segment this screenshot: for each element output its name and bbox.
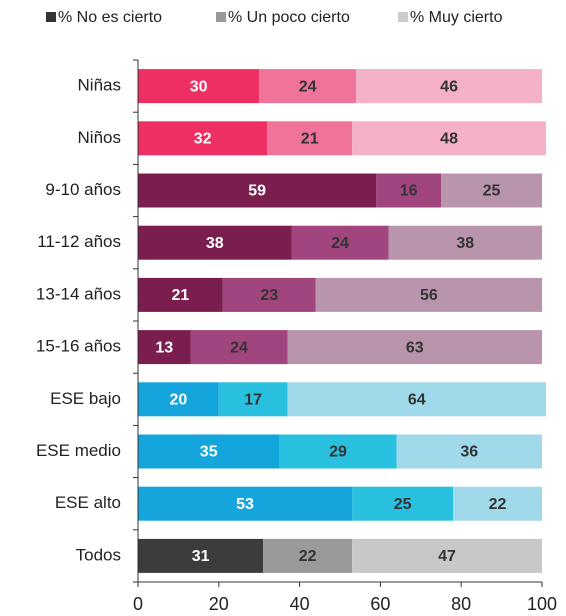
data-label: 20: [170, 392, 188, 409]
bar-segment: [267, 121, 353, 156]
data-label: 16: [400, 183, 418, 200]
y-tick-label: 15-16 años: [36, 337, 121, 356]
bar-segment: [138, 277, 223, 312]
legend-swatch: [216, 12, 226, 22]
legend-swatch: [398, 12, 408, 22]
y-tick-label: Niñas: [78, 76, 121, 95]
data-label: 22: [489, 496, 507, 513]
x-tick-label: 0: [133, 594, 143, 614]
data-label: 31: [192, 548, 210, 565]
x-tick-label: 80: [451, 594, 471, 614]
bar-segment: [352, 538, 542, 573]
data-label: 38: [456, 235, 474, 252]
data-label: 23: [260, 287, 278, 304]
bar-segment: [388, 225, 542, 260]
data-label: 13: [155, 339, 173, 356]
data-label: 35: [200, 444, 218, 461]
data-label: 30: [190, 78, 208, 95]
data-label: 24: [299, 78, 317, 95]
data-label: 59: [248, 183, 266, 200]
y-tick-label: 11-12 años: [37, 232, 121, 251]
x-tick-label: 40: [290, 594, 310, 614]
data-label: 24: [331, 235, 349, 252]
data-label: 24: [230, 339, 248, 356]
data-label: 29: [329, 444, 347, 461]
bar-segment: [138, 225, 292, 260]
data-label: 17: [244, 392, 262, 409]
bar-segment: [352, 486, 454, 521]
bar-segment: [138, 173, 377, 208]
x-tick-label: 20: [209, 594, 229, 614]
data-label: 48: [440, 131, 458, 148]
bar-segment: [263, 538, 353, 573]
x-tick-label: 100: [527, 594, 557, 614]
bar-segment: [376, 173, 441, 208]
data-label: 21: [172, 287, 190, 304]
bar-segment: [138, 486, 353, 521]
bar-segment: [279, 434, 397, 469]
bar-segment: [218, 382, 288, 417]
data-label: 46: [440, 78, 458, 95]
data-label: 56: [420, 287, 438, 304]
y-tick-label: ESE alto: [55, 493, 121, 512]
bar-segment: [138, 538, 264, 573]
data-label: 47: [438, 548, 456, 565]
data-label: 63: [406, 339, 424, 356]
bar-segment: [138, 330, 191, 365]
bar-segment: [453, 486, 542, 521]
bar-segment: [352, 121, 547, 156]
bar-segment: [138, 434, 280, 469]
y-tick-label: 13-14 años: [36, 284, 121, 303]
data-label: 64: [408, 392, 426, 409]
data-label: 21: [301, 131, 319, 148]
bar-segment: [287, 330, 542, 365]
bar-segment: [315, 277, 542, 312]
bar-segment: [138, 382, 219, 417]
y-tick-label: ESE bajo: [50, 389, 121, 408]
y-tick-label: ESE medio: [36, 441, 121, 460]
bar-segment: [396, 434, 542, 469]
bar-segment: [138, 69, 260, 104]
legend-swatch: [46, 12, 56, 22]
bar-segment: [356, 69, 542, 104]
data-label: 22: [299, 548, 317, 565]
y-tick-label: Todos: [76, 545, 121, 564]
data-label: 25: [394, 496, 412, 513]
y-tick-label: Niños: [78, 128, 121, 147]
y-tick-label: 9-10 años: [45, 180, 121, 199]
x-tick-label: 60: [370, 594, 390, 614]
data-label: 38: [206, 235, 224, 252]
bar-segment: [138, 121, 268, 156]
bar-segment: [222, 277, 316, 312]
data-label: 25: [483, 183, 501, 200]
data-label: 32: [194, 131, 212, 148]
bar-segment: [259, 69, 357, 104]
legend-label: % No es cierto: [58, 9, 162, 26]
bar-segment: [190, 330, 288, 365]
legend-label: % Muy cierto: [410, 9, 503, 26]
legend-label: % Un poco cierto: [228, 9, 350, 26]
bar-segment: [287, 382, 547, 417]
bar-segment: [291, 225, 389, 260]
data-label: 53: [236, 496, 254, 513]
bar-segment: [441, 173, 542, 208]
data-label: 36: [460, 444, 478, 461]
